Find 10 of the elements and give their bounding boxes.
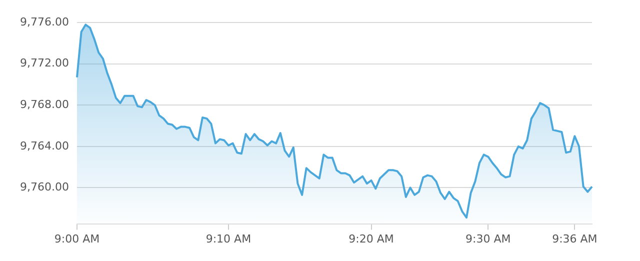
x-tick-label: 9:36 AM	[552, 232, 598, 246]
x-tick-label: 9:00 AM	[54, 232, 100, 246]
y-tick-label: 9,764.00	[20, 139, 69, 152]
x-tick-label: 9:20 AM	[348, 232, 394, 246]
y-tick-label: 9,776.00	[20, 15, 69, 28]
y-tick-label: 9,768.00	[20, 98, 69, 112]
x-tick-label: 9:30 AM	[466, 232, 511, 246]
y-tick-label: 9,760.00	[20, 180, 69, 194]
x-tick-label: 9:10 AM	[206, 232, 252, 246]
y-tick-label: 9,772.00	[20, 56, 69, 70]
